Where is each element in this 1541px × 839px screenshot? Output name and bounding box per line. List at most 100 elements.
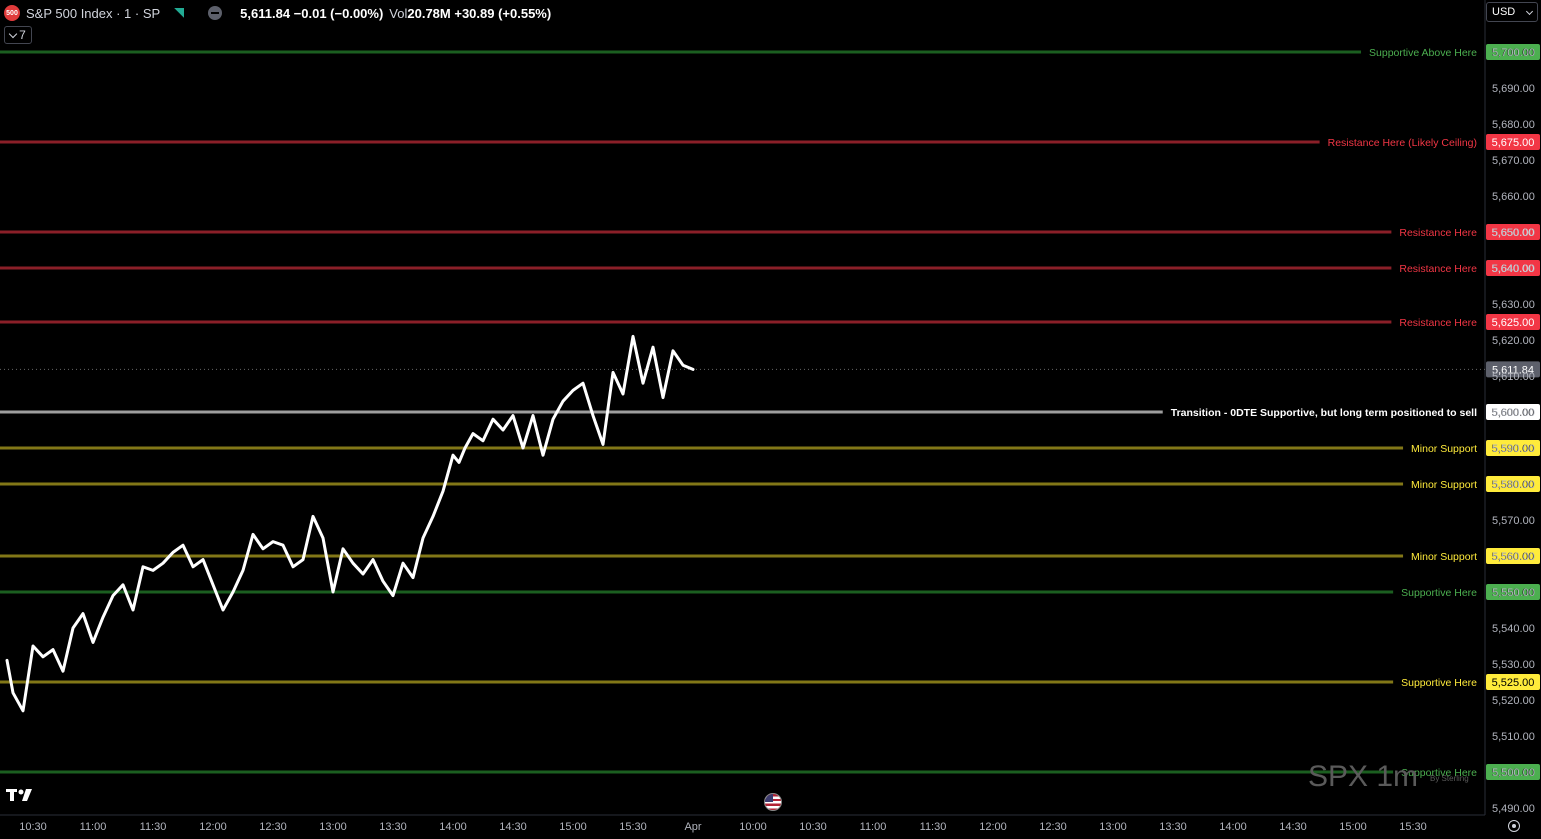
y-tick-label: 5,500.00 bbox=[1492, 767, 1535, 779]
x-tick-label: 14:30 bbox=[499, 821, 527, 833]
price-series bbox=[5, 334, 695, 713]
price-level-value: 5,500.00 bbox=[1492, 767, 1535, 779]
price-level[interactable]: Resistance Here (Likely Ceiling) 5,675.00 bbox=[0, 134, 1540, 150]
price-level-label: Minor Support bbox=[1411, 443, 1477, 455]
symbol-title[interactable]: S&P 500 Index · 1 · SP bbox=[26, 5, 161, 21]
x-tick-label: 10:30 bbox=[19, 821, 47, 833]
price-level-value: 5,675.00 bbox=[1492, 137, 1535, 149]
time-axis[interactable]: 10:30 11:00 11:30 12:00 12:30 13:00 13:30 14:00… bbox=[19, 821, 1427, 833]
volume-values: 20.78M +30.89 (+0.55%) bbox=[407, 5, 552, 21]
price-level-label: Minor Support bbox=[1411, 479, 1477, 491]
price-level[interactable]: Supportive Above Here 5,700.00 bbox=[0, 44, 1540, 60]
x-tick-label: 14:00 bbox=[439, 821, 467, 833]
price-level-value: 5,550.00 bbox=[1492, 587, 1535, 599]
legend-header: 500 S&P 500 Index · 1 · SP 5,611.84 −0.0… bbox=[4, 4, 551, 22]
x-tick-label: 15:00 bbox=[1339, 821, 1367, 833]
price-level-value: 5,640.00 bbox=[1492, 263, 1535, 275]
price-level-badge bbox=[1486, 224, 1540, 240]
y-tick-label: 5,620.00 bbox=[1492, 335, 1535, 347]
x-tick-label: 15:30 bbox=[1399, 821, 1427, 833]
last-price-value: 5,611.84 bbox=[1492, 364, 1534, 376]
price-level[interactable]: Supportive Here 5,500.00 bbox=[0, 764, 1540, 780]
y-tick-label: 5,640.00 bbox=[1492, 263, 1535, 275]
price-level-value: 5,580.00 bbox=[1492, 479, 1535, 491]
price-level[interactable]: Transition - 0DTE Supportive, but long t… bbox=[0, 404, 1540, 420]
x-tick-label: 13:00 bbox=[319, 821, 347, 833]
y-tick-label: 5,560.00 bbox=[1492, 551, 1535, 563]
price-level-label: Resistance Here bbox=[1399, 317, 1477, 329]
us-economic-event-icon[interactable] bbox=[764, 793, 782, 811]
price-level[interactable]: Supportive Here 5,525.00 bbox=[0, 674, 1540, 690]
x-tick-label: 11:30 bbox=[140, 821, 167, 833]
price-level-value: 5,600.00 bbox=[1492, 407, 1535, 419]
price-level-label: Resistance Here (Likely Ceiling) bbox=[1328, 137, 1477, 149]
price-level-badge bbox=[1486, 674, 1540, 690]
price-level-label: Supportive Here bbox=[1401, 677, 1477, 689]
market-status-icon[interactable] bbox=[174, 8, 185, 18]
indicators-toggle-button[interactable]: 7 bbox=[4, 26, 32, 44]
y-tick-label: 5,600.00 bbox=[1492, 407, 1535, 419]
price-levels: Supportive Above Here 5,700.00 Resistance … bbox=[0, 44, 1540, 780]
price-level-badge bbox=[1486, 260, 1540, 276]
price-level-badge bbox=[1486, 764, 1540, 780]
price-level-label: Supportive Above Here bbox=[1369, 47, 1477, 59]
gear-icon[interactable] bbox=[1508, 820, 1520, 832]
x-tick-label: Apr bbox=[684, 821, 701, 833]
x-tick-label: 15:00 bbox=[559, 821, 587, 833]
price-level-value: 5,525.00 bbox=[1492, 677, 1535, 689]
price-level-value: 5,650.00 bbox=[1492, 227, 1535, 239]
price-level-label: Transition - 0DTE Supportive, but long t… bbox=[1171, 407, 1477, 419]
y-tick-label: 5,670.00 bbox=[1492, 155, 1535, 167]
price-level[interactable]: Minor Support 5,590.00 bbox=[0, 440, 1540, 456]
hide-legend-icon[interactable] bbox=[208, 6, 223, 20]
ohlc-values: 5,611.84 −0.01 (−0.00%) bbox=[240, 5, 384, 21]
price-axis[interactable]: 5,490.00 5,500.00 5,510.00 5,520.00 5,530.00… bbox=[1492, 47, 1535, 815]
last-price-badge bbox=[1486, 361, 1540, 378]
price-level-badge bbox=[1486, 314, 1540, 330]
x-tick-label: 12:30 bbox=[1039, 821, 1067, 833]
price-level-badge bbox=[1486, 440, 1540, 456]
price-level[interactable]: Resistance Here 5,625.00 bbox=[0, 314, 1540, 330]
currency-select[interactable]: USD bbox=[1486, 2, 1538, 22]
price-level-label: Supportive Here bbox=[1401, 587, 1477, 599]
x-tick-label: 13:30 bbox=[379, 821, 407, 833]
price-level[interactable]: Minor Support 5,560.00 bbox=[0, 548, 1540, 564]
price-level-badge bbox=[1486, 134, 1540, 150]
y-tick-label: 5,520.00 bbox=[1492, 695, 1535, 707]
price-level-value: 5,590.00 bbox=[1492, 443, 1535, 455]
last-price-marker: 5,611.84 bbox=[0, 361, 1540, 378]
y-tick-label: 5,690.00 bbox=[1492, 83, 1535, 95]
x-tick-label: 14:00 bbox=[1219, 821, 1247, 833]
price-line bbox=[5, 334, 695, 713]
tradingview-logo-icon[interactable] bbox=[6, 788, 38, 807]
price-level[interactable]: Minor Support 5,580.00 bbox=[0, 476, 1540, 492]
price-level-badge bbox=[1486, 44, 1540, 60]
y-tick-label: 5,530.00 bbox=[1492, 659, 1535, 671]
price-level-badge bbox=[1486, 584, 1540, 600]
indicators-count: 7 bbox=[19, 28, 26, 42]
y-tick-label: 5,630.00 bbox=[1492, 299, 1535, 311]
y-tick-label: 5,540.00 bbox=[1492, 623, 1535, 635]
price-level-badge bbox=[1486, 476, 1540, 492]
price-level[interactable]: Resistance Here 5,640.00 bbox=[0, 260, 1540, 276]
y-tick-label: 5,650.00 bbox=[1492, 227, 1535, 239]
x-tick-label: 10:00 bbox=[739, 821, 767, 833]
price-level-label: Supportive Here bbox=[1401, 767, 1477, 779]
x-tick-label: 15:30 bbox=[619, 821, 647, 833]
y-tick-label: 5,660.00 bbox=[1492, 191, 1535, 203]
chevron-down-icon bbox=[1525, 7, 1534, 15]
watermark-author: By Sterling bbox=[1430, 774, 1469, 783]
volume-label: Vol bbox=[389, 5, 408, 21]
x-tick-label: 11:30 bbox=[920, 821, 947, 833]
price-level-label: Resistance Here bbox=[1399, 263, 1477, 275]
price-level-value: 5,700.00 bbox=[1492, 47, 1535, 59]
y-tick-label: 5,590.00 bbox=[1492, 443, 1535, 455]
chevron-down-icon bbox=[8, 29, 18, 38]
x-tick-label: 12:00 bbox=[979, 821, 1007, 833]
price-level[interactable]: Resistance Here 5,650.00 bbox=[0, 224, 1540, 240]
x-tick-label: 11:00 bbox=[80, 821, 107, 833]
price-level-badge bbox=[1486, 404, 1540, 420]
price-level-label: Minor Support bbox=[1411, 551, 1477, 563]
y-tick-label: 5,700.00 bbox=[1492, 47, 1535, 59]
